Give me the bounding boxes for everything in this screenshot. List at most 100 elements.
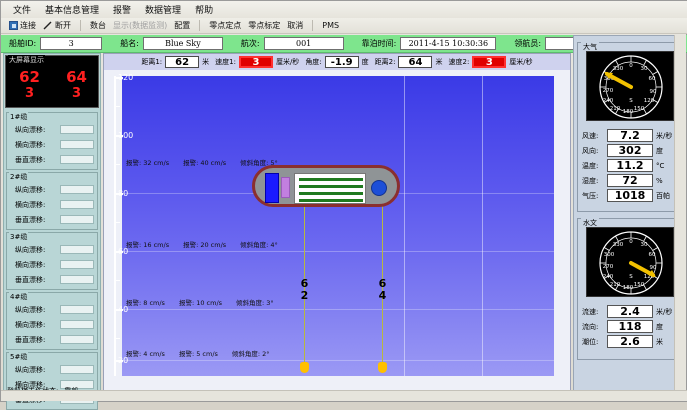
y-tick-20 — [114, 360, 123, 362]
mooring-label-1: 62 — [298, 277, 311, 301]
readout-pressure-unit: 百帕 — [656, 191, 670, 200]
cable-group-5: 5#缆 纵向漂移: 横向漂移: 垂直漂移: — [6, 352, 98, 410]
ship-hold-stripe-3 — [299, 192, 363, 195]
toolbar-cancel[interactable]: 取消 — [287, 21, 304, 30]
ship-cargo-hold — [294, 173, 366, 204]
readout-tide-level-value: 2.6 — [607, 335, 653, 348]
hydrology-panel-title: 水文 — [581, 218, 599, 228]
svg-text:150: 150 — [634, 282, 645, 288]
menu-item-alarm[interactable]: 报警 — [113, 6, 132, 16]
param-angle-label: 角度: — [305, 58, 322, 66]
cable-2-lateral-input[interactable] — [60, 200, 94, 209]
toolbar-pms[interactable]: PMS — [322, 21, 340, 30]
field-pilot-label: 领航员: — [514, 39, 542, 48]
svg-text:S: S — [629, 274, 633, 280]
toolbar-config[interactable]: 配置 — [174, 21, 191, 30]
readout-current-direction-unit: 度 — [656, 322, 663, 331]
horizontal-scrollbar[interactable] — [1, 390, 687, 401]
param-speed-2-value: 3 — [472, 56, 507, 68]
field-voyage: 航次: 001 — [241, 37, 344, 50]
cable-5-lateral-input[interactable] — [60, 380, 94, 389]
vertical-guide-2 — [482, 76, 483, 376]
big-screen-display: 大屏幕显示 62 64 3 3 — [5, 55, 99, 108]
svg-text:330: 330 — [613, 242, 624, 248]
menu-item-file[interactable]: 文件 — [13, 6, 32, 16]
annotation-1-tilt: 倾斜角度: 5° — [240, 159, 278, 167]
cable-4-longitudinal-label: 纵向漂移: — [15, 306, 46, 314]
cable-4-longitudinal-input[interactable] — [60, 305, 94, 314]
param-distance-1: 距离1: 62 米 — [141, 56, 209, 68]
hydrology-readouts: 流速: 2.4 米/秒 流向: 118 度 潮位: 2.6 米 — [578, 303, 682, 348]
cable-1-vertical-label: 垂直漂移: — [15, 156, 46, 164]
hydrology-panel: 水文 — [577, 218, 683, 360]
cable-4-lateral-input[interactable] — [60, 320, 94, 329]
y-tick-minor-2 — [114, 164, 120, 165]
ship-hold-stripe-4 — [299, 199, 363, 202]
field-ship-name-value[interactable]: Blue Sky — [142, 37, 223, 50]
readout-pressure-label: 气压: — [582, 191, 599, 200]
annotation-row-2: 报警: 16 cm/s 报警: 20 cm/s 倾斜角度: 4° — [126, 239, 278, 249]
cable-4-vertical-input[interactable] — [60, 335, 94, 344]
toolbar-disconnect-label: 断开 — [55, 21, 71, 30]
y-tick-100 — [114, 135, 123, 137]
cable-3-longitudinal-input[interactable] — [60, 245, 94, 254]
vertical-scrollbar[interactable] — [674, 35, 686, 401]
y-tick-label-120: 120 — [118, 73, 134, 82]
readout-temperature-unit: °C — [656, 161, 665, 170]
toolbar-disconnect[interactable]: 断开 — [43, 20, 71, 31]
field-berth-time-value[interactable]: 2011-4-15 10:30:36 — [400, 37, 497, 50]
toolbar-display-monitor[interactable]: 显示(数据监测) — [113, 21, 168, 30]
svg-text:210: 210 — [610, 282, 621, 288]
field-voyage-value[interactable]: 001 — [263, 37, 344, 50]
annotation-1-alarm-a: 报警: 32 cm/s — [126, 159, 170, 167]
left-panel: 大屏幕显示 62 64 3 3 1#缆 纵向漂移: 横向漂移: 垂直漂移: 2#… — [3, 53, 101, 410]
annotation-1-alarm-b: 报警: 40 cm/s — [183, 159, 227, 167]
toolbar-zero-calib[interactable]: 零点标定 — [248, 21, 281, 30]
cable-5-lateral-label: 横向漂移: — [15, 381, 46, 389]
readout-wind-direction: 风向: 302 度 — [582, 144, 682, 157]
menu-item-basic-info[interactable]: 基本信息管理 — [45, 6, 100, 16]
field-ship-name-label: 船名: — [120, 39, 139, 48]
toolbar-station[interactable]: 数台 — [90, 21, 106, 30]
gridline-20 — [122, 360, 554, 361]
cable-1-lateral-input[interactable] — [60, 140, 94, 149]
plug-icon — [9, 21, 18, 30]
menu-item-help[interactable]: 帮助 — [195, 6, 214, 16]
cable-1-vertical-input[interactable] — [60, 155, 94, 164]
menu-item-data-mgmt[interactable]: 数据管理 — [145, 6, 182, 16]
readout-current-speed-label: 流速: — [582, 307, 599, 316]
readout-tide-level-unit: 米 — [656, 337, 663, 346]
toolbar-zero-point[interactable]: 零点定点 — [209, 21, 242, 30]
ship-graphic[interactable] — [252, 165, 400, 207]
cable-5-longitudinal-label: 纵向漂移: — [15, 366, 46, 374]
param-distance-2-unit: 米 — [435, 58, 443, 66]
menu-bar: 文件 基本信息管理 报警 数据管理 帮助 — [1, 1, 687, 18]
readout-humidity-label: 湿度: — [582, 176, 599, 185]
readout-temperature-value: 11.2 — [607, 159, 653, 172]
big-screen-distance-2: 64 — [66, 68, 87, 86]
field-ship-id-value[interactable]: 3 — [40, 37, 103, 50]
svg-text:270: 270 — [603, 88, 614, 94]
readout-temperature-label: 温度: — [582, 161, 599, 170]
cable-group-3-title: 3#缆 — [9, 232, 29, 242]
cable-3-vertical-input[interactable] — [60, 275, 94, 284]
cable-2-longitudinal-input[interactable] — [60, 185, 94, 194]
y-tick-minor-3 — [114, 222, 120, 223]
cable-3-lateral-input[interactable] — [60, 260, 94, 269]
annotation-2-alarm-b: 报警: 20 cm/s — [183, 241, 227, 249]
cable-2-vertical-input[interactable] — [60, 215, 94, 224]
svg-text:150: 150 — [634, 106, 645, 112]
ship-hold-stripe-1 — [299, 178, 363, 181]
param-speed-1-label: 速度1: — [215, 58, 236, 66]
toolbar-connect[interactable]: 连接 — [9, 20, 36, 31]
cable-2-longitudinal-label: 纵向漂移: — [15, 186, 46, 194]
param-speed-2-unit: 厘米/秒 — [509, 58, 533, 66]
ship-bridge — [265, 173, 279, 203]
big-screen-speed-1: 3 — [24, 86, 35, 101]
cable-1-longitudinal-input[interactable] — [60, 125, 94, 134]
toolbar-separator-3 — [312, 20, 314, 31]
cable-5-longitudinal-input[interactable] — [60, 365, 94, 374]
cable-group-5-title: 5#缆 — [9, 352, 29, 362]
param-distance-1-label: 距离1: — [141, 58, 163, 66]
readout-current-speed-unit: 米/秒 — [656, 307, 673, 316]
